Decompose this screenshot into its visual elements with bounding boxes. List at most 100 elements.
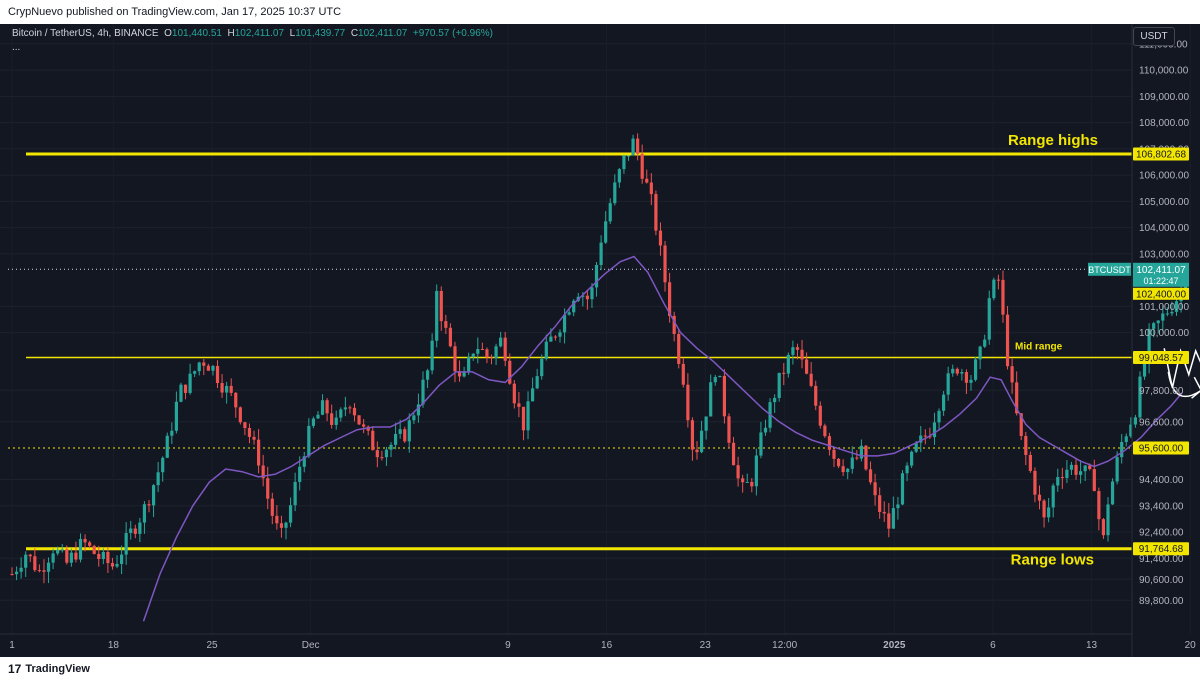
- candle-body: [1069, 464, 1074, 470]
- candle-body: [398, 429, 402, 434]
- candle-body: [439, 290, 443, 322]
- candle-body: [215, 365, 220, 384]
- candle-body: [599, 242, 603, 265]
- candle-body: [709, 382, 713, 417]
- time-tick-label: 2025: [883, 640, 906, 651]
- last-price-tag-bg: [1133, 262, 1189, 287]
- curved-arrow-path: [1167, 371, 1200, 398]
- candle-body: [677, 333, 681, 364]
- candle-body: [750, 481, 754, 487]
- candle-body: [83, 538, 87, 543]
- time-tick-label: 9: [505, 640, 511, 651]
- candle-body: [827, 436, 832, 450]
- candle-body: [1088, 465, 1092, 470]
- range-lows-price-tag: 91,764.68: [1139, 544, 1184, 555]
- curved-arrowhead: [1191, 376, 1200, 399]
- candle-body: [805, 359, 809, 374]
- candle-body: [503, 337, 507, 361]
- time-tick-label: Dec: [302, 640, 320, 651]
- price-tick-label: 109,000.00: [1139, 92, 1189, 103]
- price-tick-label: 94,400.00: [1139, 475, 1184, 486]
- candle-body: [78, 538, 83, 560]
- candle-body: [293, 481, 297, 506]
- low-value: 101,439.77: [295, 28, 346, 39]
- price-tick-label: 97,800.00: [1139, 386, 1184, 397]
- dotted-level-price-tag: 95,600.00: [1139, 444, 1184, 455]
- symbol-legend: Bitcoin / TetherUS, 4h, BINANCE O101,440…: [12, 28, 493, 39]
- drawing-annotations: Range highs Mid range Range lows: [1008, 132, 1200, 569]
- tradingview-brand[interactable]: 17 TradingView: [8, 662, 90, 676]
- price-tags: 106,802.68 99,048.57 95,600.00 91,764.68 102…: [1088, 147, 1189, 556]
- candle-body: [521, 406, 526, 431]
- candle-body: [951, 368, 955, 374]
- candle-body: [942, 394, 946, 411]
- candle-body: [608, 203, 612, 222]
- candle-body: [252, 436, 256, 440]
- range-lows-label: Range lows: [1011, 552, 1094, 569]
- change-value: +970.57 (+0.96%): [412, 28, 493, 39]
- candle-body: [681, 363, 685, 385]
- currency-selector[interactable]: USDT: [1133, 27, 1175, 46]
- candle-body: [179, 384, 183, 402]
- moving-average: [142, 255, 1183, 622]
- candle-body: [983, 339, 987, 347]
- price-axis[interactable]: 111,000.00110,000.00109,000.00108,000.00…: [1139, 39, 1189, 606]
- price-tick-label: 103,000.00: [1139, 249, 1189, 260]
- tradingview-logo-icon: 17: [8, 662, 22, 676]
- price-tick-label: 101,000.00: [1139, 302, 1189, 313]
- price-tick-label: 105,000.00: [1139, 197, 1189, 208]
- candle-body: [562, 314, 567, 333]
- candle-body: [394, 433, 398, 445]
- candle-body: [549, 336, 553, 342]
- candle-body: [142, 504, 147, 523]
- candle-body: [357, 415, 361, 425]
- candles: [10, 133, 1188, 584]
- candle-body: [206, 365, 210, 371]
- open-label: O: [164, 28, 172, 39]
- candle-body: [978, 346, 982, 360]
- mid-range-price-tag-bg: [1133, 351, 1189, 365]
- candle-body: [380, 457, 384, 459]
- candle-body: [910, 451, 914, 466]
- candle-body: [243, 422, 247, 429]
- candle-body: [138, 522, 142, 534]
- price-tick-label: 100,000.00: [1139, 328, 1189, 339]
- candle-body: [1161, 313, 1165, 321]
- candle-body: [741, 478, 745, 483]
- candle-body: [923, 435, 927, 437]
- candle-body: [823, 425, 827, 437]
- candle-body: [467, 356, 471, 373]
- candle-body: [553, 336, 558, 338]
- symbol-name[interactable]: Bitcoin / TetherUS, 4h, BINANCE: [12, 28, 159, 39]
- candle-body: [654, 194, 658, 231]
- candle-body: [900, 473, 905, 505]
- time-tick-label: 13: [1086, 640, 1098, 651]
- candle-body: [868, 469, 873, 483]
- legend-more-toggle[interactable]: ...: [12, 42, 21, 53]
- candle-body: [316, 414, 320, 419]
- candle-body: [156, 472, 160, 486]
- candle-body: [499, 337, 503, 347]
- candle-body: [512, 383, 516, 404]
- candle-body: [585, 295, 589, 300]
- candle-body: [275, 515, 279, 524]
- candle-body: [1001, 279, 1005, 315]
- candle-body: [809, 373, 813, 386]
- candle-body: [668, 282, 672, 316]
- candle-body: [371, 430, 375, 451]
- candle-body: [727, 416, 731, 443]
- candle-body: [425, 370, 430, 380]
- candle-body: [992, 279, 996, 299]
- candle-body: [407, 420, 411, 442]
- candle-body: [298, 466, 302, 482]
- candle-body: [745, 481, 749, 483]
- candle-body: [914, 442, 918, 452]
- symbol-tag-bg: [1088, 262, 1131, 276]
- price-tick-label: 108,000.00: [1139, 118, 1189, 129]
- candle-body: [572, 300, 576, 313]
- candle-body: [718, 375, 722, 378]
- candle-body: [754, 455, 758, 487]
